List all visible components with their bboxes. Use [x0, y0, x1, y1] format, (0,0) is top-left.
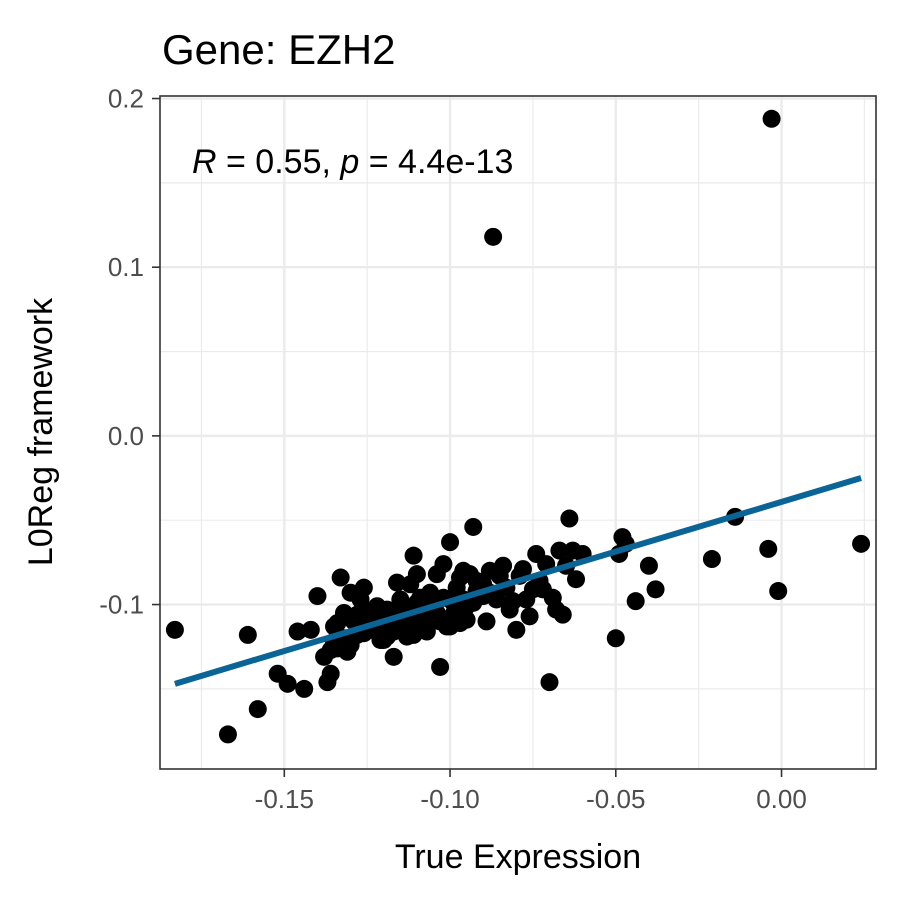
data-point [759, 539, 778, 558]
x-tick-label: -0.05 [586, 784, 645, 814]
data-point [639, 556, 658, 575]
y-tick-label: -0.1 [99, 590, 144, 620]
r-symbol: R [192, 143, 217, 181]
data-point [567, 570, 586, 589]
data-point [484, 227, 503, 246]
r-value: = 0.55, [217, 143, 341, 181]
data-point [444, 605, 463, 624]
data-point [769, 582, 788, 601]
data-point [606, 629, 625, 648]
y-tick-label: 0.1 [108, 252, 144, 282]
data-point [238, 625, 257, 644]
chart-title: Gene: EZH2 [162, 26, 395, 73]
data-point [431, 657, 450, 676]
data-point [540, 673, 559, 692]
data-point [321, 664, 340, 683]
data-point [507, 620, 526, 639]
regression-line [174, 475, 862, 687]
data-point [248, 700, 267, 719]
data-point [553, 605, 572, 624]
data-point [404, 546, 423, 565]
y-axis-title: L0Reg framework [22, 297, 60, 566]
data-point [762, 109, 781, 128]
data-point [407, 565, 426, 584]
p-value: = 4.4e-13 [359, 143, 513, 181]
data-point [646, 580, 665, 599]
data-point [852, 534, 871, 553]
data-point [702, 550, 721, 569]
data-point [388, 573, 407, 592]
data-point [354, 578, 373, 597]
data-point [520, 607, 539, 626]
data-point [441, 533, 460, 552]
x-tick-label: 0.00 [756, 784, 807, 814]
data-point [348, 605, 367, 624]
data-point [626, 592, 645, 611]
data-point [384, 622, 403, 641]
data-point [464, 517, 483, 536]
regression-line-layer [174, 475, 862, 687]
y-tick-label: 0.0 [108, 421, 144, 451]
data-point [550, 541, 569, 560]
data-point [494, 556, 513, 575]
data-point [165, 620, 184, 639]
x-tick-label: -0.15 [255, 784, 314, 814]
data-point [328, 614, 347, 633]
data-point [384, 647, 403, 666]
data-point [560, 509, 579, 528]
data-point [218, 725, 237, 744]
y-tick-label: 0.2 [108, 84, 144, 114]
plot-panel-border [159, 95, 877, 770]
x-tick-label: -0.10 [420, 784, 479, 814]
data-point [513, 560, 532, 579]
p-symbol: p [339, 143, 359, 181]
data-point [331, 568, 350, 587]
data-point [278, 674, 297, 693]
data-point [371, 624, 390, 643]
plot-panel-background [160, 96, 876, 769]
data-point [301, 620, 320, 639]
data-point [308, 587, 327, 606]
axis-ticks: -0.15 -0.10 -0.05 0.00 -0.1 0.0 0.1 0.2 [99, 84, 807, 814]
data-point [295, 679, 314, 698]
data-point [397, 615, 416, 634]
data-point [477, 612, 496, 631]
data-point [288, 622, 307, 641]
data-point [434, 555, 453, 574]
correlation-annotation: R = 0.55, p = 4.4e-13 [192, 143, 513, 181]
data-point [504, 592, 523, 611]
x-axis-title: True Expression [395, 838, 641, 876]
